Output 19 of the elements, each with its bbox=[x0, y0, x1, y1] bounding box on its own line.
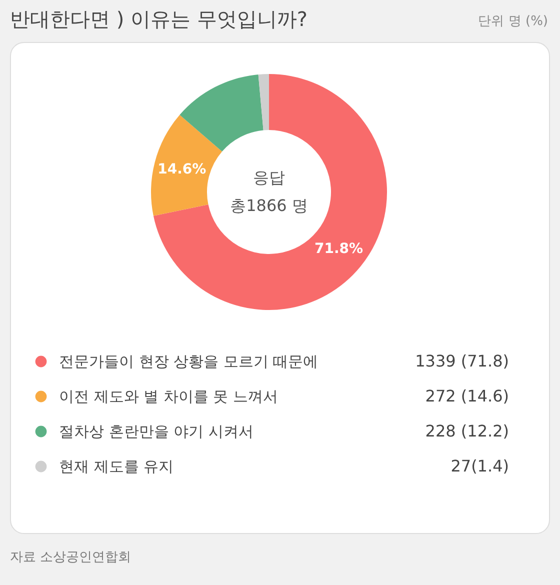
donut-slice bbox=[258, 74, 269, 130]
donut-slice bbox=[151, 114, 222, 216]
donut-slice bbox=[180, 74, 264, 152]
donut-slice bbox=[153, 74, 387, 310]
data-label: 27(1.4) bbox=[450, 456, 509, 476]
text: 71.8% bbox=[314, 240, 364, 257]
data-label: 1339 (71.8) bbox=[415, 352, 509, 370]
chart-title: 반대한다면 ) 이유는 무엇입니까? bbox=[10, 6, 308, 33]
legend-label: 이전 제도와 별 차이를 못 느껴서 bbox=[59, 388, 278, 406]
text: 총1866 명 bbox=[230, 196, 308, 215]
chart-subtitle: 단위 명 (%) bbox=[478, 13, 548, 30]
text: 14.6% bbox=[158, 161, 206, 178]
text: 자료 소상공인연합회 bbox=[10, 549, 132, 566]
text: 응답 bbox=[253, 168, 285, 187]
legend-label: 절차상 혼란만을 야기 시켜서 bbox=[59, 422, 254, 440]
data-label: 228 (12.2) bbox=[425, 422, 509, 440]
data-label: 272 (14.6) bbox=[425, 386, 509, 406]
legend-label: 전문가들이 현장 상황을 모르기 때문에 bbox=[59, 352, 318, 370]
legend-label: 현재 제도를 유지 bbox=[59, 458, 174, 476]
